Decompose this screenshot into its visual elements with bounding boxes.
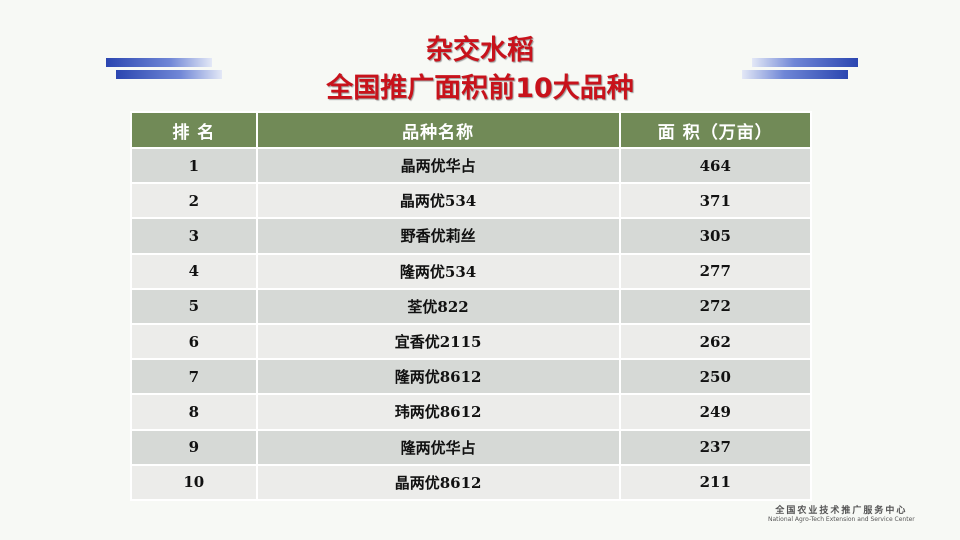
cell-name: 晶两优8612 [255, 463, 621, 501]
table-row: 9 隆两优华占 237 [130, 428, 813, 466]
cell-rank: 8 [130, 393, 258, 431]
table-row: 3 野香优莉丝 305 [130, 217, 813, 255]
table-row: 6 宜香优2115 262 [130, 322, 813, 361]
decorative-bar [742, 70, 848, 79]
table-row: 8 玮两优8612 249 [130, 393, 813, 431]
cell-name: 荃优822 [255, 287, 621, 325]
cell-rank: 5 [130, 287, 258, 325]
organization-logo: 全国农业技术推广服务中心 National Agro-Tech Extensio… [768, 503, 915, 523]
header-name: 品种名称 [255, 111, 621, 149]
cell-rank: 6 [130, 322, 258, 361]
cell-rank: 3 [130, 217, 258, 255]
cell-area: 277 [618, 252, 813, 290]
table-row: 7 隆两优8612 250 [130, 358, 813, 396]
cell-area: 250 [618, 358, 813, 396]
cell-area: 371 [618, 182, 813, 220]
cell-name: 玮两优8612 [255, 393, 621, 431]
table-row: 2 晶两优534 371 [130, 182, 813, 220]
table-header: 排 名 品种名称 面 积（万亩） [130, 111, 813, 149]
cell-name: 隆两优华占 [255, 428, 621, 466]
title-line1: 杂交水稻 [426, 35, 534, 66]
cell-rank: 4 [130, 252, 258, 290]
cell-name: 晶两优华占 [255, 146, 621, 185]
cell-area: 237 [618, 428, 813, 466]
header-rank: 排 名 [130, 111, 258, 149]
cell-area: 272 [618, 287, 813, 325]
cell-name: 野香优莉丝 [255, 217, 621, 255]
cell-rank: 7 [130, 358, 258, 396]
table-row: 4 隆两优534 277 [130, 252, 813, 290]
cell-name: 宜香优2115 [255, 322, 621, 361]
footer-cn: 全国农业技术推广服务中心 [775, 506, 908, 516]
title-line2: 全国推广面积前10大品种 [326, 73, 634, 104]
footer-en: National Agro-Tech Extension and Service… [768, 516, 915, 523]
cell-area: 262 [618, 322, 813, 361]
cell-rank: 2 [130, 182, 258, 220]
decorative-bar [106, 58, 212, 67]
cell-area: 464 [618, 146, 813, 185]
cell-name: 隆两优534 [255, 252, 621, 290]
table-row: 10 晶两优8612 211 [130, 463, 813, 501]
cell-name: 晶两优534 [255, 182, 621, 220]
ranking-table: 排 名 品种名称 面 积（万亩） 1 晶两优华占 464 2 晶两优534 371 3 野香优… [130, 111, 813, 501]
header-area: 面 积（万亩） [618, 111, 813, 149]
decorative-bar [752, 58, 858, 67]
cell-area: 211 [618, 463, 813, 501]
cell-rank: 10 [130, 463, 258, 501]
cell-area: 305 [618, 217, 813, 255]
cell-name: 隆两优8612 [255, 358, 621, 396]
cell-rank: 9 [130, 428, 258, 466]
cell-area: 249 [618, 393, 813, 431]
decorative-bar [116, 70, 222, 79]
cell-rank: 1 [130, 146, 258, 185]
table-row: 5 荃优822 272 [130, 287, 813, 325]
table-row: 1 晶两优华占 464 [130, 146, 813, 185]
